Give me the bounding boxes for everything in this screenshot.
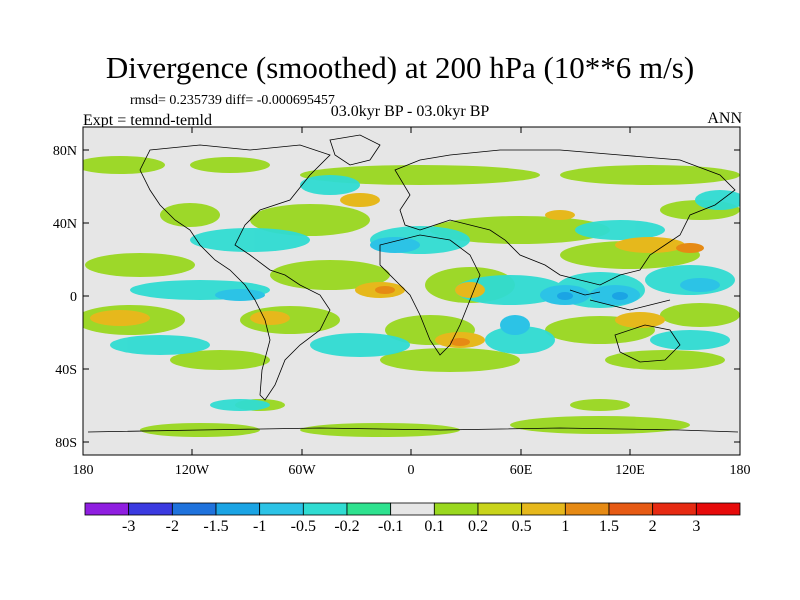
colorbar-label: -1 [252, 518, 267, 535]
y-label-80n: 80N [53, 144, 77, 159]
colorbar-swatch [652, 502, 697, 516]
x-label-60w: 60W [288, 463, 316, 478]
experiment-text: Expt = temnd-temld [83, 112, 212, 129]
colorbar-swatch [390, 502, 435, 516]
x-label-120e: 120E [615, 463, 645, 478]
colorbar-swatch [128, 502, 173, 516]
colorbar-swatch [477, 502, 523, 516]
colorbar-label: -0.2 [334, 518, 360, 535]
period-text: 03.0kyr BP - 03.0kyr BP [330, 103, 490, 120]
x-label-180e: 180 [730, 463, 751, 478]
colorbar-swatch [564, 502, 610, 516]
colorbar-swatch [302, 502, 348, 516]
colorbar-label: -3 [121, 518, 136, 535]
colorbar-label: -0.1 [377, 518, 404, 535]
y-label-80s: 80S [55, 436, 77, 451]
colorbar-swatch [608, 502, 654, 516]
x-label-120w: 120W [175, 463, 210, 478]
colorbar-swatch [259, 502, 304, 516]
colorbar-swatch [521, 502, 566, 516]
colorbar-label: 2 [648, 518, 657, 535]
contour-field [83, 156, 740, 437]
colorbar-swatch [215, 502, 261, 516]
colorbar-swatch [84, 502, 130, 516]
colorbar-label: 1.5 [599, 518, 619, 535]
x-label-60e: 60E [510, 463, 533, 478]
colorbar-label: 0.1 [424, 518, 445, 535]
colorbar-label: 0.2 [468, 518, 488, 535]
stats-text: rmsd= 0.235739 diff= -0.000695457 [130, 93, 335, 108]
y-ticks [83, 149, 740, 443]
colorbar-label: -1.5 [203, 518, 229, 535]
colorbar-swatch [695, 502, 741, 516]
x-label-0: 0 [408, 463, 415, 478]
colorbar-swatch [171, 502, 217, 516]
x-axis-labels: 180 120W 60W 0 60E 120E 180 [73, 463, 751, 478]
colorbar-label: 0.5 [511, 518, 532, 535]
map-title: Divergence (smoothed) at 200 hPa (10**6 … [105, 50, 695, 85]
x-label-180w: 180 [73, 463, 94, 478]
y-label-40s: 40S [55, 363, 77, 378]
y-label-0: 0 [70, 290, 77, 305]
colorbar [84, 502, 741, 516]
colorbar-label: 1 [561, 518, 570, 535]
season-text: ANN [707, 110, 742, 127]
x-ticks [191, 127, 631, 455]
y-label-40n: 40N [53, 217, 77, 232]
coastlines [87, 134, 739, 433]
colorbar-label: -0.5 [290, 518, 316, 535]
colorbar-label: 3 [692, 518, 701, 535]
y-axis-labels: 80N 40N 0 40S 80S [53, 144, 77, 451]
colorbar-swatch [346, 502, 392, 516]
colorbar-label: -2 [165, 518, 179, 535]
colorbar-swatch [433, 502, 479, 516]
